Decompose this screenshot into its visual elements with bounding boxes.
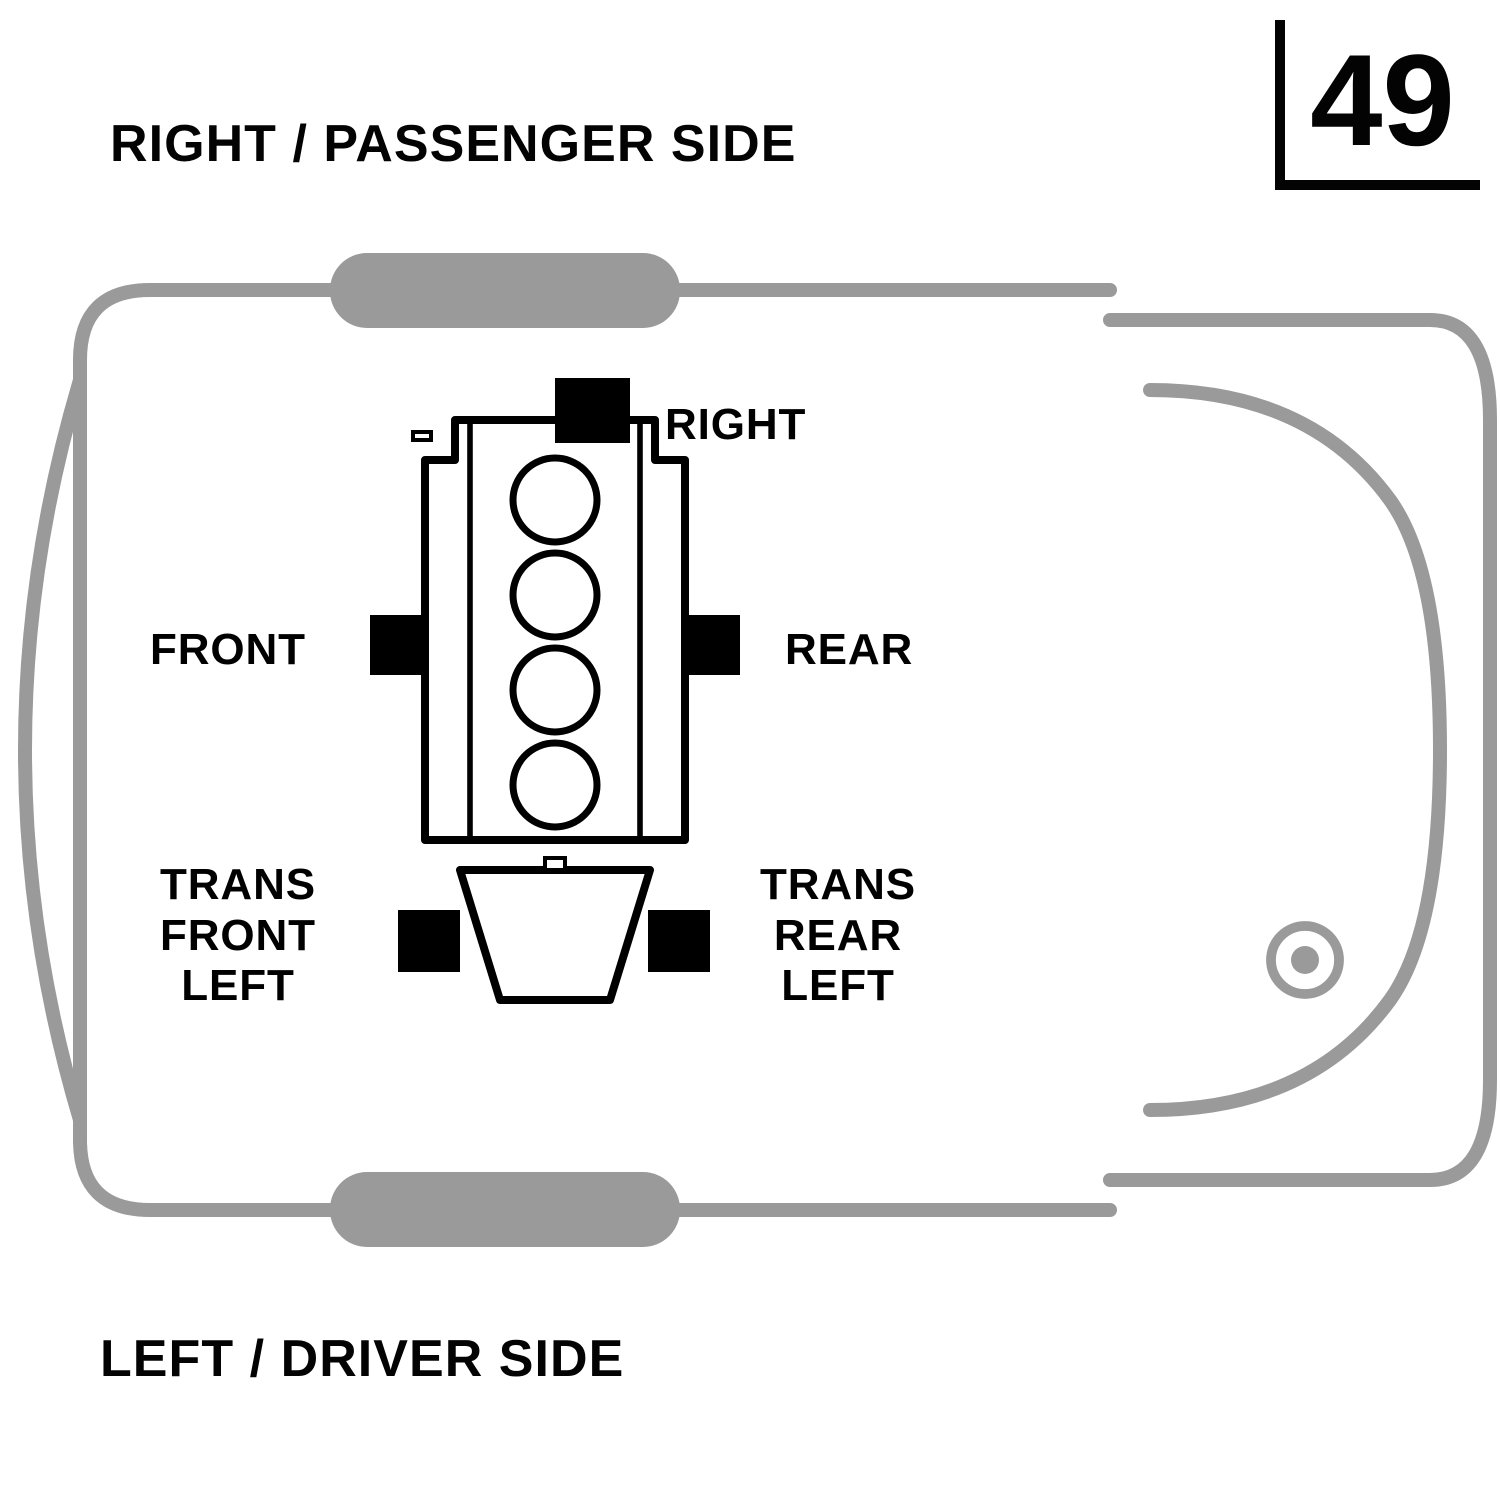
transmission-body bbox=[460, 870, 650, 1000]
wheel-bottom bbox=[330, 1172, 680, 1247]
wheel-top bbox=[330, 253, 680, 328]
windshield bbox=[1150, 390, 1440, 1110]
page-number-box: 49 bbox=[1275, 20, 1480, 190]
transmission-tab bbox=[545, 858, 565, 870]
engine-tab bbox=[413, 432, 431, 440]
engine-mount-diagram bbox=[0, 0, 1500, 1500]
label-trans-rear-left: TRANS REAR LEFT bbox=[760, 860, 916, 1012]
front-bumper bbox=[25, 380, 80, 1120]
cylinder-3 bbox=[513, 648, 597, 732]
transmission bbox=[460, 858, 650, 1000]
rear-mount bbox=[682, 615, 740, 675]
page-number: 49 bbox=[1310, 25, 1455, 175]
label-front: FRONT bbox=[150, 625, 306, 676]
title-driver-side: LEFT / DRIVER SIDE bbox=[100, 1330, 624, 1390]
cylinder-1 bbox=[513, 458, 597, 542]
title-passenger-side: RIGHT / PASSENGER SIDE bbox=[110, 115, 796, 175]
label-rear: REAR bbox=[785, 625, 913, 676]
trans-front-left-mount bbox=[398, 910, 460, 972]
gas-cap-inner bbox=[1291, 946, 1319, 974]
engine-block bbox=[413, 420, 685, 840]
label-right: RIGHT bbox=[665, 400, 806, 451]
trans-rear-left-mount bbox=[648, 910, 710, 972]
label-trans-front-left: TRANS FRONT LEFT bbox=[160, 860, 316, 1012]
cylinder-4 bbox=[513, 743, 597, 827]
front-mount bbox=[370, 615, 428, 675]
right-mount bbox=[555, 378, 630, 443]
cylinder-2 bbox=[513, 553, 597, 637]
